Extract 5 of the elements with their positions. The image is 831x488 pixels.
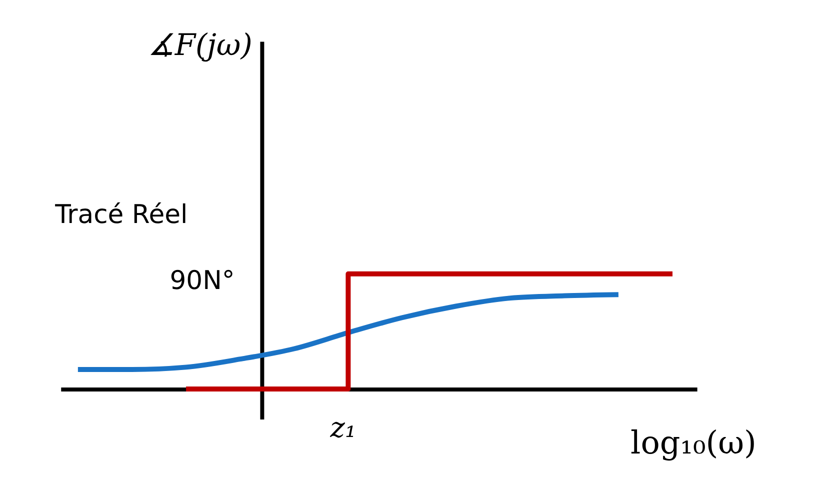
annotation: 90N° [170,266,235,296]
text: z₁ [329,410,356,444]
x-axis-title: log₁₀(ω) [630,424,756,462]
text: ∡F(jω) [148,28,252,64]
text: Tracé Réel [54,200,188,230]
